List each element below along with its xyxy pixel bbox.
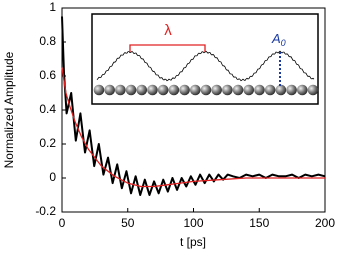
atom-chain xyxy=(93,84,319,96)
y-tick-label: 0.2 xyxy=(39,136,56,150)
plot-area: -0.200.20.40.60.810 50 100 150 200 xyxy=(35,0,335,230)
y-tick-label: -0.2 xyxy=(35,204,56,218)
atom xyxy=(115,84,126,96)
atom xyxy=(190,84,201,96)
atom xyxy=(93,84,105,96)
atom xyxy=(147,84,158,96)
x-tick-label: 150 xyxy=(249,216,269,230)
atom xyxy=(179,84,190,96)
atom xyxy=(275,84,287,96)
y-tick-label: 0 xyxy=(49,170,56,184)
series-line xyxy=(61,16,326,196)
x-tick-label: 100 xyxy=(183,216,203,230)
atom xyxy=(222,84,233,96)
wavelength-bracket xyxy=(129,44,206,52)
atom xyxy=(200,84,212,96)
atom xyxy=(136,84,148,96)
amplitude-label: A0 xyxy=(271,31,286,48)
atom xyxy=(297,84,308,96)
atom xyxy=(168,84,180,96)
x-tick-label: 50 xyxy=(121,216,135,230)
series-line xyxy=(61,67,325,188)
atom xyxy=(254,84,265,96)
amplitude-subscript: 0 xyxy=(281,38,286,48)
x-axis-label: t [ps] xyxy=(180,235,206,249)
atom xyxy=(232,84,244,96)
amplitude-symbol: A xyxy=(271,31,281,46)
inset: λ A0 xyxy=(91,13,319,105)
wavelength-label: λ xyxy=(164,22,172,39)
y-tick-label: 1 xyxy=(49,0,56,14)
y-tick-label: 0.6 xyxy=(39,68,56,82)
y-axis-label: Normalized Amplitude xyxy=(2,51,16,168)
atom xyxy=(157,84,169,96)
atom xyxy=(104,84,115,96)
atom xyxy=(125,84,137,96)
y-tick-label: 0.4 xyxy=(39,102,56,116)
x-tick-label: 0 xyxy=(59,216,66,230)
atom xyxy=(243,84,255,96)
atom xyxy=(264,84,276,96)
atom xyxy=(286,84,297,96)
y-tick-label: 0.8 xyxy=(39,34,56,48)
x-tick-label: 200 xyxy=(315,216,335,230)
atom xyxy=(307,84,319,96)
atom xyxy=(211,84,222,96)
